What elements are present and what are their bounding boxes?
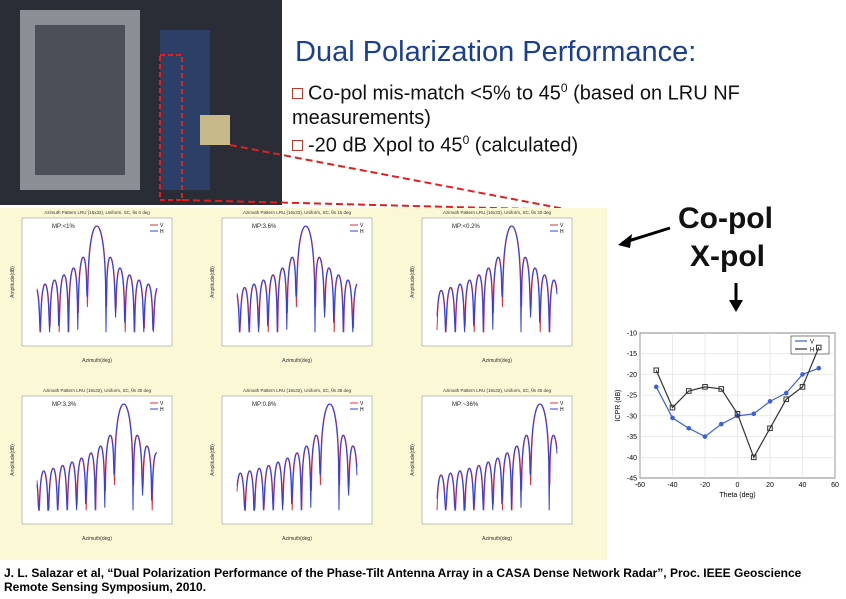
slide-title: Dual Polarization Performance: xyxy=(295,36,696,69)
panel-title: Azimuth Pattern LRU (16x32), Uniform, SC… xyxy=(243,210,352,215)
bullet-text: Co-pol mis-match <5% to 45 xyxy=(308,83,561,105)
panel-mp: MP:~36% xyxy=(452,402,479,408)
x-tick-label: -20 xyxy=(700,482,710,489)
panel-y-label: Amplitude(dB) xyxy=(410,266,416,298)
panel-mp: MP:3.3% xyxy=(52,402,77,408)
panel-x-label: Azimuth(deg) xyxy=(482,536,512,542)
panel-title: Azimuth Pattern LRU (16x32), Uniform, SC… xyxy=(43,388,152,393)
panel-title: Azimuth Pattern LRU (16x32), Uniform, SC… xyxy=(443,388,552,393)
superscript: 0 xyxy=(561,81,568,95)
arrow-head xyxy=(618,234,632,248)
panel-legend-label: H xyxy=(560,407,564,413)
y-tick-label: -20 xyxy=(627,372,637,379)
panel-mp: MP:0.8% xyxy=(252,402,277,408)
panel-mp: MP:<1% xyxy=(52,224,76,230)
x-tick-label: -40 xyxy=(667,482,677,489)
data-point xyxy=(816,366,821,371)
x-tick-label: 20 xyxy=(766,482,774,489)
bullet: -20 dB Xpol to 450 (calculated) xyxy=(292,128,842,158)
legend-label: V xyxy=(810,340,814,346)
photo-absorber xyxy=(160,30,210,190)
panel-y-label: Amplitude(dB) xyxy=(210,444,216,476)
data-point xyxy=(751,411,756,416)
data-point xyxy=(768,399,773,404)
y-tick-label: -40 xyxy=(627,455,637,462)
photo-feed xyxy=(200,115,230,145)
legend-label: H xyxy=(810,348,814,354)
panel-y-label: Amplitude(dB) xyxy=(210,266,216,298)
panel-x-label: Azimuth(deg) xyxy=(82,358,112,364)
panel-x-label: Azimuth(deg) xyxy=(482,358,512,364)
y-tick-label: -15 xyxy=(627,351,637,358)
panel-y-label: Amplitude(dB) xyxy=(10,266,16,298)
bullet-text: (calculated) xyxy=(469,135,578,157)
x-tick-label: 40 xyxy=(799,482,807,489)
bullet-text: -20 dB Xpol to 45 xyxy=(308,135,463,157)
xpol-label: X-pol xyxy=(690,240,765,274)
data-point xyxy=(800,372,805,377)
panel-legend-label: H xyxy=(160,407,164,413)
x-tick-label: 0 xyxy=(736,482,740,489)
arrow-head xyxy=(729,300,743,312)
y-tick-label: -35 xyxy=(627,434,637,441)
panel-legend-label: H xyxy=(360,229,364,235)
panel-mp: MP:<0.2% xyxy=(452,224,481,230)
y-tick-label: -25 xyxy=(627,393,637,400)
y-tick-label: -10 xyxy=(627,331,637,338)
x-axis-label: Theta (deg) xyxy=(719,492,755,499)
panel-title: Azimuth Pattern LRU (16x32), Uniform, SC… xyxy=(243,388,352,393)
y-axis-label: ICPR (dB) xyxy=(615,390,622,422)
data-point xyxy=(703,434,708,439)
panel-legend-label: H xyxy=(360,407,364,413)
panel-y-label: Amplitude(dB) xyxy=(10,444,16,476)
data-point xyxy=(670,416,675,421)
data-point xyxy=(686,426,691,431)
panel-legend-label: H xyxy=(560,229,564,235)
panel-mp: MP:3.6% xyxy=(252,224,277,230)
citation: J. L. Salazar et al, “Dual Polarization … xyxy=(4,566,844,594)
photo-rack-inner xyxy=(35,25,125,175)
x-tick-label: 60 xyxy=(831,482,839,489)
panel-title: Azimuth Pattern LRU (16x32), Uniform, SC… xyxy=(44,210,150,215)
data-point xyxy=(654,385,659,390)
bullet: Co-pol mis-match <5% to 450 (based on LR… xyxy=(292,76,842,130)
panel-x-label: Azimuth(deg) xyxy=(282,358,312,364)
copol-label: Co-pol xyxy=(678,202,773,236)
panel-x-label: Azimuth(deg) xyxy=(282,536,312,542)
slide: {"header":{"title":"Dual Polarization Pe… xyxy=(0,0,846,599)
data-point xyxy=(784,391,789,396)
panel-y-label: Amplitude(dB) xyxy=(410,444,416,476)
panel-x-label: Azimuth(deg) xyxy=(82,536,112,542)
data-point xyxy=(719,422,724,427)
y-tick-label: -30 xyxy=(627,413,637,420)
x-tick-label: -60 xyxy=(635,482,645,489)
panel-legend-label: H xyxy=(160,229,164,235)
panel-title: Azimuth Pattern LRU (16x32), Uniform, SC… xyxy=(443,210,552,215)
panel-plot xyxy=(22,218,172,346)
